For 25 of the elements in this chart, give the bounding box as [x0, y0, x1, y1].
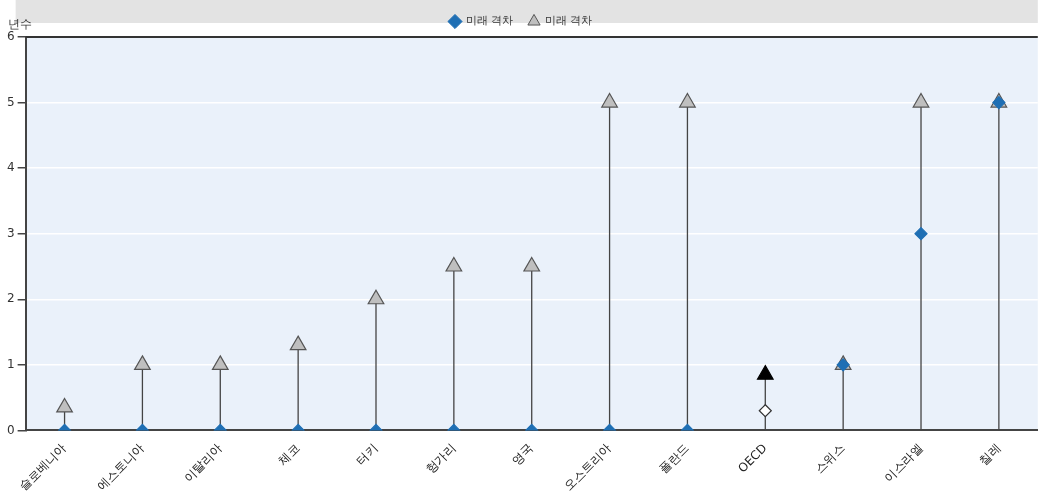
point	[601, 92, 618, 108]
legend-label: 미래 격차	[544, 14, 592, 28]
point	[134, 355, 151, 370]
y-tick-label: 5	[6, 94, 15, 109]
y-tick-label: 4	[6, 160, 15, 175]
point	[289, 335, 307, 351]
point	[211, 355, 229, 370]
y-tick-label: 2	[6, 291, 15, 306]
x-tick-label: 칠레	[976, 440, 1004, 468]
x-tick-label: 영국	[509, 440, 537, 468]
y-tick-label: 3	[6, 225, 15, 240]
point	[912, 92, 930, 108]
y-tick-label: 1	[6, 356, 15, 371]
point	[445, 256, 463, 272]
point	[756, 365, 774, 380]
x-tick-label: 체코	[275, 440, 303, 468]
legend-label: 미래 격차	[465, 14, 513, 28]
x-tick-label: 터키	[353, 440, 381, 468]
point	[367, 289, 385, 305]
point	[679, 92, 696, 108]
point	[56, 397, 73, 413]
y-tick-label: 6	[6, 29, 15, 44]
point	[523, 256, 541, 272]
y-tick-label: 0	[6, 422, 15, 437]
y-axis-title: 년수	[8, 17, 32, 32]
